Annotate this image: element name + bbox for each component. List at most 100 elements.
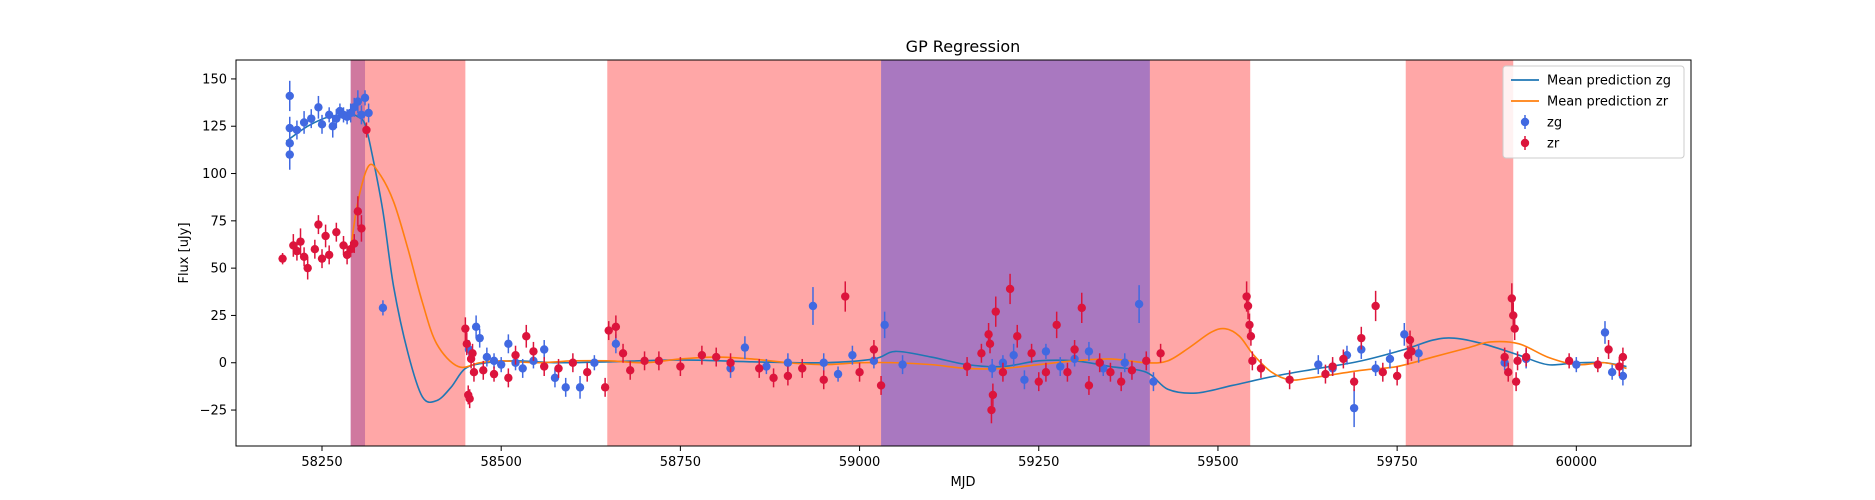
- point-zr: [611, 315, 621, 339]
- point-zr: [876, 375, 886, 395]
- point-zg: [808, 287, 818, 325]
- point-zr: [1005, 273, 1015, 305]
- point-zr: [1357, 326, 1366, 350]
- point-zr: [479, 360, 488, 380]
- legend-entry-zg: zg: [1520, 115, 1562, 131]
- point-zg: [880, 311, 889, 339]
- point-zr: [1116, 372, 1126, 392]
- point-zg: [1349, 389, 1359, 428]
- point-zg: [1009, 343, 1018, 367]
- point-zg: [1600, 321, 1610, 344]
- point-zr: [1052, 311, 1061, 339]
- point-zg: [357, 105, 366, 125]
- x-tick-label: 59000: [839, 455, 880, 470]
- point-zg: [1385, 349, 1395, 369]
- x-tick-label: 59750: [1376, 455, 1417, 470]
- point-zg: [1041, 343, 1051, 359]
- point-zr: [988, 383, 998, 407]
- point-zg: [1020, 370, 1029, 390]
- point-zr: [712, 347, 721, 367]
- shaded-region-zr: [350, 60, 466, 446]
- point-zr: [1407, 341, 1416, 361]
- point-zg: [987, 358, 997, 378]
- point-zr: [317, 249, 327, 269]
- point-zr: [568, 353, 578, 373]
- point-zr: [1243, 292, 1253, 320]
- point-zg: [314, 95, 323, 119]
- point-zg: [1572, 357, 1581, 373]
- point-zr: [350, 234, 359, 253]
- point-zr: [1511, 372, 1521, 392]
- point-zr: [676, 357, 685, 376]
- point-zr: [522, 324, 531, 348]
- point-zg: [1314, 355, 1323, 375]
- point-zg: [833, 366, 843, 382]
- point-zg: [762, 358, 771, 375]
- point-zg: [540, 340, 549, 359]
- point-zr: [998, 362, 1008, 382]
- shaded-region-zr: [607, 60, 1251, 446]
- legend-box: [1502, 65, 1685, 159]
- point-zg: [898, 355, 907, 375]
- point-zr: [855, 362, 864, 382]
- point-zr: [1349, 372, 1359, 392]
- point-zr: [469, 362, 479, 382]
- point-zg: [1371, 360, 1380, 376]
- point-zr: [1604, 340, 1613, 359]
- svg-text:Mean prediction zr: Mean prediction zr: [1547, 95, 1669, 110]
- point-zr: [462, 332, 471, 356]
- point-zg: [285, 139, 294, 170]
- svg-text:zg: zg: [1547, 116, 1562, 131]
- point-zr: [962, 357, 972, 376]
- y-tick-label: 50: [210, 262, 227, 277]
- point-zr: [697, 345, 707, 365]
- point-zg: [819, 353, 828, 373]
- point-zr: [540, 357, 549, 376]
- line-mean-prediction-zr: [349, 163, 1627, 381]
- point-zr: [468, 343, 477, 363]
- point-zr: [977, 343, 986, 363]
- point-zr: [1034, 372, 1043, 392]
- point-zg: [740, 336, 750, 359]
- data-points: [278, 80, 1628, 428]
- point-zg: [1134, 285, 1144, 324]
- legend-entry-mean-prediction-zg: Mean prediction zg: [1511, 74, 1671, 89]
- point-zr: [583, 362, 592, 382]
- x-tick-label: 60000: [1556, 455, 1597, 470]
- point-zr: [465, 389, 474, 409]
- point-zr: [869, 340, 879, 359]
- point-zg: [496, 357, 506, 373]
- point-zr: [1142, 351, 1151, 371]
- point-zg: [1084, 341, 1094, 361]
- point-zg: [1400, 323, 1409, 346]
- point-zr: [1615, 357, 1624, 376]
- point-zr: [1256, 358, 1266, 378]
- point-zr: [1027, 343, 1036, 363]
- point-zg: [590, 355, 599, 371]
- point-zr: [292, 241, 302, 261]
- point-zr: [1070, 340, 1079, 359]
- point-zg: [307, 109, 316, 129]
- shaded-region-zg: [350, 60, 366, 446]
- point-zr: [726, 353, 735, 373]
- point-zg: [482, 347, 492, 367]
- point-zg: [299, 111, 309, 134]
- y-tick-label: 150: [202, 72, 227, 87]
- line-mean-prediction-zg: [285, 114, 1627, 404]
- x-tick-label: 58250: [301, 455, 342, 470]
- point-zr: [303, 256, 312, 280]
- point-zr: [985, 334, 995, 354]
- point-zg: [848, 345, 857, 365]
- svg-text:Mean prediction zg: Mean prediction zg: [1547, 74, 1671, 89]
- chart-title: GP Regression: [906, 37, 1021, 56]
- point-zr: [1248, 351, 1257, 371]
- shaded-regions: [350, 60, 1514, 446]
- point-zr: [489, 366, 499, 382]
- point-zg: [360, 90, 370, 106]
- y-tick-label: 75: [210, 214, 227, 229]
- point-zr: [353, 196, 363, 227]
- point-zg: [1149, 372, 1158, 392]
- x-tick-label: 59500: [1197, 455, 1238, 470]
- point-zg: [353, 90, 363, 113]
